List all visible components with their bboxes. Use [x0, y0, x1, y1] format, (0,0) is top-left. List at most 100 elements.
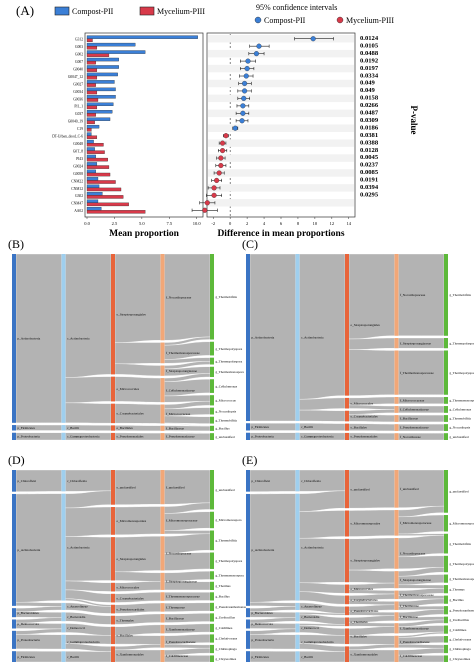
sankey-node — [394, 650, 399, 662]
sankey-flow — [348, 414, 395, 423]
legend-right-compost-label: Compost-PII — [264, 16, 306, 25]
ci-row-band — [208, 64, 354, 73]
sankey-node-label: f_Nocardiaceae — [400, 435, 421, 439]
sankey-node — [246, 630, 250, 649]
sankey-node-label: c_Deinococci — [67, 626, 85, 630]
p-values: 0.01240.01050.04880.01920.01970.03340.04… — [360, 35, 379, 198]
sankey-node-label: p_Chloroflexi — [252, 479, 271, 483]
sankey-node — [345, 397, 349, 409]
sankey-node — [111, 403, 115, 424]
sankey-node — [12, 608, 16, 618]
sankey-flow — [164, 361, 211, 369]
sankey-node-label: g_Thermomonospora — [450, 577, 474, 581]
left-tick-label: 2.5 — [112, 221, 118, 226]
sankey-node-label: g_Thermomonospora — [450, 399, 474, 403]
sankey-flow — [15, 617, 62, 624]
sankey-node — [444, 595, 448, 604]
sankey-node-label: g_Cellulomonas — [216, 384, 238, 388]
legend-mycelium-swatch — [139, 6, 155, 16]
sankey-node — [210, 634, 214, 643]
sankey-node — [394, 338, 399, 349]
p-value: 0.0191 — [360, 177, 378, 184]
ci-point — [242, 88, 248, 94]
sankey-node — [160, 404, 165, 424]
bar-mycelium — [86, 53, 110, 57]
bar-mycelium — [86, 120, 95, 125]
sankey-node — [210, 395, 214, 406]
sankey-node-label: g_Chryseolinea — [450, 657, 471, 661]
bar-mycelium — [86, 113, 96, 117]
left-axes-frame — [84, 32, 204, 218]
sankey-node-label: c_Actinobacteria — [67, 337, 90, 341]
sankey-flow — [398, 396, 445, 404]
left-tick-label: 10.0 — [193, 221, 202, 226]
sankey-node-label: c_Actinobacteria — [67, 545, 90, 549]
sankey-node — [210, 254, 214, 340]
sankey-node — [345, 595, 349, 605]
sankey-node — [210, 644, 214, 654]
feature-label: G0040 — [73, 67, 83, 71]
sankey-node — [394, 470, 399, 508]
panel-letter: (B) — [8, 237, 24, 251]
sankey-node — [295, 602, 300, 611]
sankey-node-label: o_Streptosporangiales — [117, 312, 147, 316]
bar-compost — [86, 80, 115, 84]
sankey-node — [295, 493, 300, 601]
sankey-node — [210, 623, 214, 633]
sankey-node — [111, 582, 115, 592]
sankey-flow — [348, 537, 395, 571]
sankey-node-label: g_Caldilinea — [450, 628, 467, 632]
sankey-node-label: f_Bacillaceae — [400, 615, 418, 619]
sankey-node-label: c_Bacteroidia — [301, 615, 320, 619]
ci-row-band — [208, 35, 354, 43]
sankey-node-label: g_Pseudoxanthomonas — [450, 608, 474, 612]
p-value: 0.049 — [360, 87, 376, 94]
sankey-flow — [398, 505, 445, 518]
sankey-node-label: c_Bacilli — [67, 655, 79, 659]
sankey-node — [394, 635, 399, 648]
bar-mycelium — [86, 187, 122, 192]
sankey-node-label: o_Bacillales — [117, 426, 134, 430]
sankey-flow — [299, 397, 346, 411]
sankey-c: (C) p_Actinobacteria p_Firmicutes p_Proteob… — [242, 237, 474, 441]
sankey-node — [394, 509, 399, 536]
sankey-node — [210, 433, 214, 440]
sankey-flow — [398, 648, 445, 656]
sankey-node-label: c_Anaerolineae — [301, 605, 322, 609]
sankey-node-label: f_Streptosporangiaceae — [400, 341, 431, 345]
sankey-node — [210, 511, 214, 529]
sankey-flow — [299, 591, 346, 605]
sankey-node — [246, 608, 250, 618]
sankey-node-label: g_Nocardiopsis — [450, 426, 471, 430]
sankey-node-label: c_Bacteroidia — [67, 615, 86, 619]
sankey-node-label: f_Thermomonosporaceae — [400, 593, 434, 597]
feature-label: CNM12 — [71, 187, 83, 191]
sankey-node — [394, 406, 399, 413]
sankey-node-label: o_Streptosporangiales — [351, 323, 381, 327]
sankey-flow — [164, 511, 211, 531]
sankey-node-label: f_Streptosporangiaceae — [400, 578, 431, 582]
p-value: 0.0488 — [360, 50, 379, 57]
sankey-node — [210, 366, 214, 378]
sankey-node — [246, 493, 250, 606]
sankey-node-label: g_Thermomonospora — [216, 574, 245, 578]
bar-compost — [86, 192, 103, 196]
sankey-node — [394, 590, 399, 600]
sankey-flow — [164, 336, 211, 346]
sankey-node-label: p_Actinobacteria — [252, 548, 275, 552]
sankey-node-label: g_Micromonospora — [450, 521, 474, 525]
sankey-node-label: p_Firmicutes — [252, 655, 270, 659]
sankey-node-label: f_Caldilineaceae — [166, 654, 189, 658]
bar-compost — [86, 139, 94, 144]
sankey-e: (E) p_Chloroflexi p_Actinobacteria p_Bacter… — [242, 453, 474, 663]
sankey-node-label: g_Thermobifida — [450, 417, 472, 421]
sankey-node-label: g_Thermobifida — [216, 418, 238, 422]
sankey-flow — [299, 634, 346, 645]
p-value: 0.0309 — [360, 117, 379, 124]
sankey-node-label: c_Bacilli — [67, 426, 79, 430]
sankey-node — [160, 613, 165, 623]
sankey-node — [61, 432, 66, 440]
sankey-node-label: g_Caldilinea — [216, 626, 233, 630]
sankey-node — [345, 628, 349, 645]
feature-label: G0024 — [73, 164, 83, 168]
